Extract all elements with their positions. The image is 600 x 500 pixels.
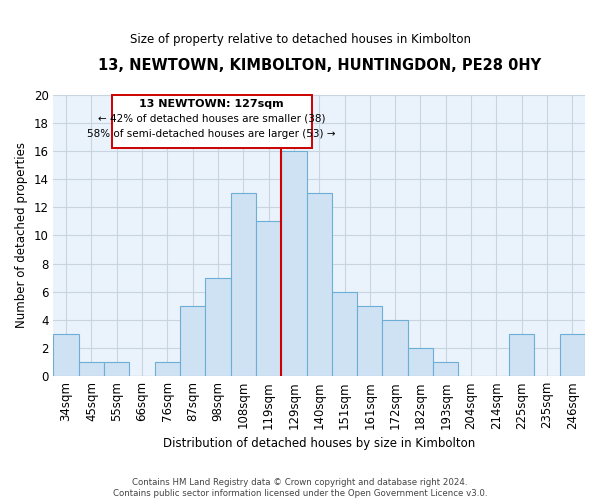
X-axis label: Distribution of detached houses by size in Kimbolton: Distribution of detached houses by size … xyxy=(163,437,475,450)
Bar xyxy=(256,222,281,376)
Text: Size of property relative to detached houses in Kimbolton: Size of property relative to detached ho… xyxy=(130,32,470,46)
Title: 13, NEWTOWN, KIMBOLTON, HUNTINGDON, PE28 0HY: 13, NEWTOWN, KIMBOLTON, HUNTINGDON, PE28… xyxy=(98,58,541,72)
Bar xyxy=(205,278,230,376)
Text: 13 NEWTOWN: 127sqm: 13 NEWTOWN: 127sqm xyxy=(139,98,284,108)
FancyBboxPatch shape xyxy=(112,94,311,148)
Bar xyxy=(307,193,332,376)
Bar xyxy=(79,362,104,376)
Bar xyxy=(332,292,357,376)
Bar xyxy=(433,362,458,376)
Text: Contains HM Land Registry data © Crown copyright and database right 2024.
Contai: Contains HM Land Registry data © Crown c… xyxy=(113,478,487,498)
Text: 58% of semi-detached houses are larger (53) →: 58% of semi-detached houses are larger (… xyxy=(88,129,336,139)
Text: ← 42% of detached houses are smaller (38): ← 42% of detached houses are smaller (38… xyxy=(98,114,325,124)
Bar xyxy=(155,362,180,376)
Bar xyxy=(281,151,307,376)
Bar xyxy=(357,306,382,376)
Bar xyxy=(53,334,79,376)
Bar xyxy=(180,306,205,376)
Bar xyxy=(509,334,535,376)
Y-axis label: Number of detached properties: Number of detached properties xyxy=(15,142,28,328)
Bar xyxy=(382,320,408,376)
Bar xyxy=(408,348,433,376)
Bar xyxy=(230,193,256,376)
Bar xyxy=(104,362,130,376)
Bar xyxy=(560,334,585,376)
